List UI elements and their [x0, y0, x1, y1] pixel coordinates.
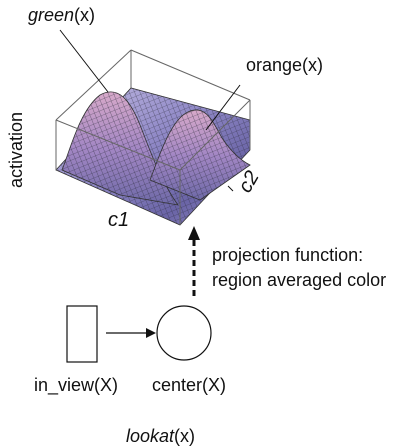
center-circle: [156, 305, 212, 361]
green-label: green(x): [28, 6, 95, 24]
in-view-to-center-arrowhead: [146, 328, 156, 338]
in-view-box: [66, 305, 98, 363]
lookat-label-fn: lookat: [126, 426, 175, 446]
orange-callout-line: [205, 84, 241, 131]
green-label-fn: green: [28, 5, 75, 25]
orange-label: orange(x): [246, 55, 324, 75]
projection-label-line2: region averaged color: [212, 270, 387, 290]
plot-box-front: [55, 99, 251, 225]
orange-peak-mesh: [150, 109, 250, 200]
green-callout-line: [59, 29, 109, 93]
center-label: center(X): [152, 375, 227, 395]
green-label-arg: (x): [74, 5, 96, 25]
green-peak-mesh: [62, 91, 178, 205]
activation-label: activation: [6, 111, 26, 188]
lookat-label-arg: (x): [174, 426, 196, 446]
c2-tick: [227, 185, 234, 192]
in-view-label: in_view(X): [34, 375, 119, 395]
projection-arrow-head: [188, 226, 200, 240]
lookat-label: lookat(x): [126, 427, 195, 445]
projection-label-line1: projection function:: [212, 245, 364, 265]
c1-label: c1: [108, 209, 130, 231]
